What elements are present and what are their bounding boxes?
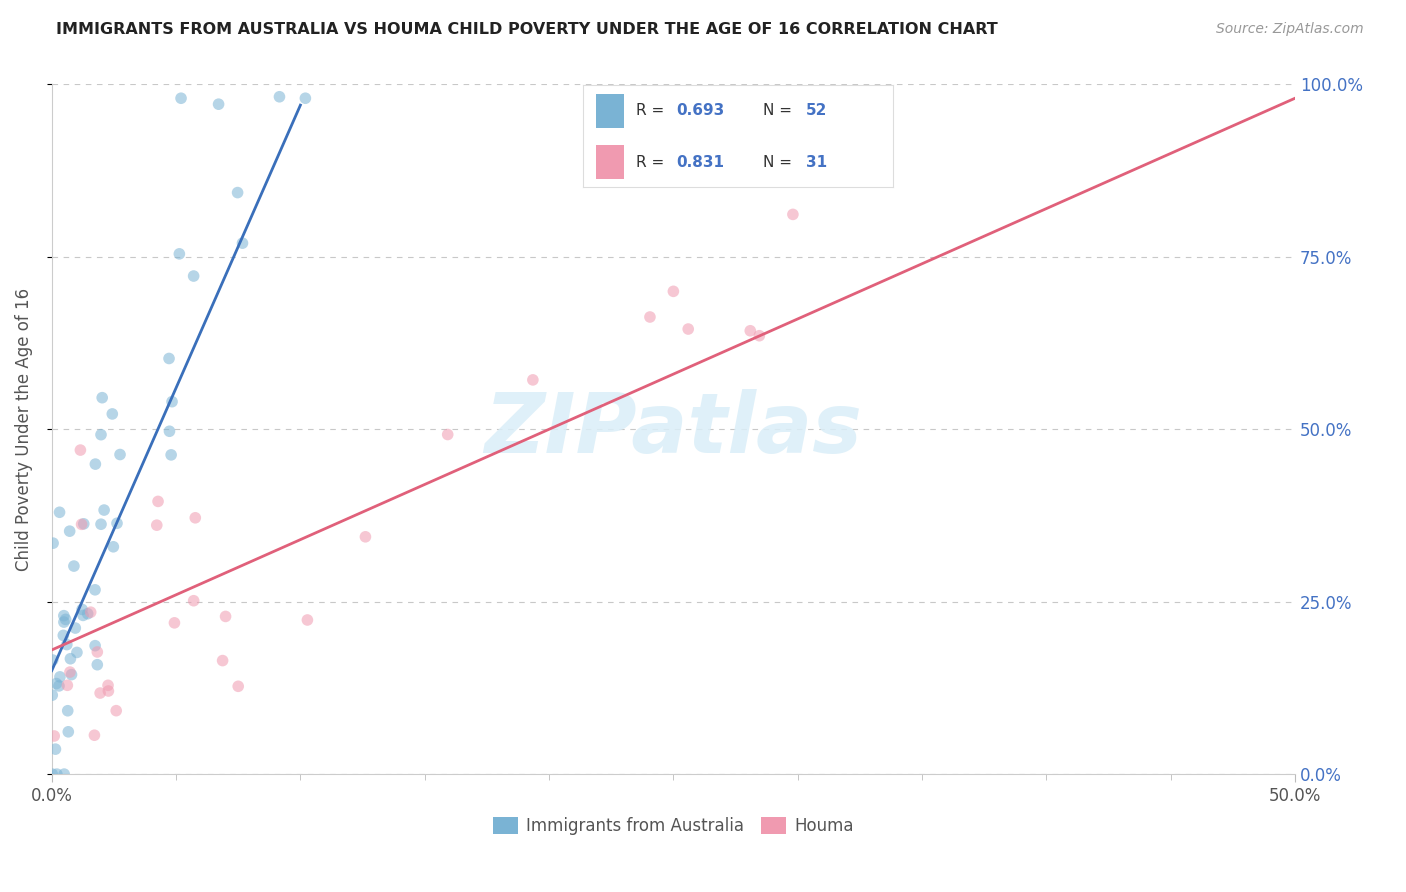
Point — [59, 665, 82, 679]
Point — [86, 645, 108, 659]
Point — [163, 615, 186, 630]
Point — [55, 612, 77, 626]
Point — [60, 667, 83, 681]
Point — [53, 767, 76, 781]
Point — [269, 89, 291, 103]
Text: N =: N = — [763, 103, 797, 119]
Point — [41, 688, 63, 702]
Text: R =: R = — [636, 103, 669, 119]
Point — [101, 407, 124, 421]
FancyBboxPatch shape — [596, 145, 624, 179]
Point — [740, 324, 762, 338]
Point — [90, 427, 112, 442]
Point — [59, 651, 82, 665]
Text: 52: 52 — [806, 103, 828, 119]
Point — [159, 424, 181, 438]
Point — [97, 678, 120, 692]
Point — [226, 679, 249, 693]
Point — [83, 728, 105, 742]
Point — [48, 679, 70, 693]
Point — [93, 503, 115, 517]
Point — [86, 657, 108, 672]
Point — [103, 540, 125, 554]
Legend: Immigrants from Australia, Houma: Immigrants from Australia, Houma — [486, 810, 860, 842]
Text: N =: N = — [763, 154, 797, 169]
Point — [56, 704, 79, 718]
Point — [70, 517, 93, 532]
Point — [48, 505, 70, 519]
Point — [69, 443, 91, 458]
Point — [49, 670, 72, 684]
Point — [76, 607, 98, 621]
Point — [748, 328, 770, 343]
Point — [207, 97, 229, 112]
Point — [56, 638, 79, 652]
Point — [146, 518, 169, 533]
Point — [662, 285, 685, 299]
Point — [782, 207, 804, 221]
Text: ZIPatlas: ZIPatlas — [485, 389, 862, 470]
Point — [297, 613, 319, 627]
Point — [45, 676, 67, 690]
Y-axis label: Child Poverty Under the Age of 16: Child Poverty Under the Age of 16 — [15, 288, 32, 571]
Text: 31: 31 — [806, 154, 827, 169]
FancyBboxPatch shape — [596, 94, 624, 128]
Point — [184, 510, 207, 524]
Point — [52, 628, 75, 642]
Point — [41, 767, 63, 781]
Point — [66, 645, 89, 659]
Point — [42, 653, 65, 667]
Point — [52, 615, 75, 629]
Point — [231, 236, 253, 251]
Point — [170, 91, 193, 105]
Point — [90, 517, 112, 532]
Point — [105, 704, 128, 718]
Point — [211, 654, 233, 668]
Point — [52, 608, 75, 623]
Point — [638, 310, 661, 324]
Point — [97, 684, 120, 698]
Point — [226, 186, 249, 200]
Text: Source: ZipAtlas.com: Source: ZipAtlas.com — [1216, 22, 1364, 37]
Point — [91, 391, 114, 405]
Point — [105, 516, 128, 531]
Point — [169, 247, 191, 261]
Point — [59, 524, 82, 538]
Point — [44, 742, 66, 756]
Point — [56, 678, 79, 692]
Text: R =: R = — [636, 154, 669, 169]
Point — [146, 494, 169, 508]
Point — [786, 160, 808, 174]
Point — [522, 373, 544, 387]
Point — [65, 621, 87, 635]
Point — [72, 608, 94, 623]
Point — [160, 448, 183, 462]
Point — [70, 602, 93, 616]
Point — [354, 530, 377, 544]
Point — [73, 516, 96, 531]
Point — [44, 729, 66, 743]
Point — [80, 605, 103, 619]
Point — [160, 394, 183, 409]
Point — [676, 322, 699, 336]
Point — [183, 268, 205, 283]
Point — [63, 559, 86, 574]
Text: 0.831: 0.831 — [676, 154, 724, 169]
Point — [89, 686, 111, 700]
Point — [58, 724, 80, 739]
Point — [84, 582, 107, 597]
Point — [45, 767, 67, 781]
Point — [214, 609, 236, 624]
Point — [84, 457, 107, 471]
Text: IMMIGRANTS FROM AUSTRALIA VS HOUMA CHILD POVERTY UNDER THE AGE OF 16 CORRELATION: IMMIGRANTS FROM AUSTRALIA VS HOUMA CHILD… — [56, 22, 998, 37]
Point — [108, 448, 131, 462]
Point — [42, 536, 65, 550]
Point — [183, 593, 205, 607]
Point — [436, 427, 458, 442]
Point — [294, 91, 316, 105]
Text: 0.693: 0.693 — [676, 103, 724, 119]
Point — [157, 351, 180, 366]
Point — [84, 639, 107, 653]
